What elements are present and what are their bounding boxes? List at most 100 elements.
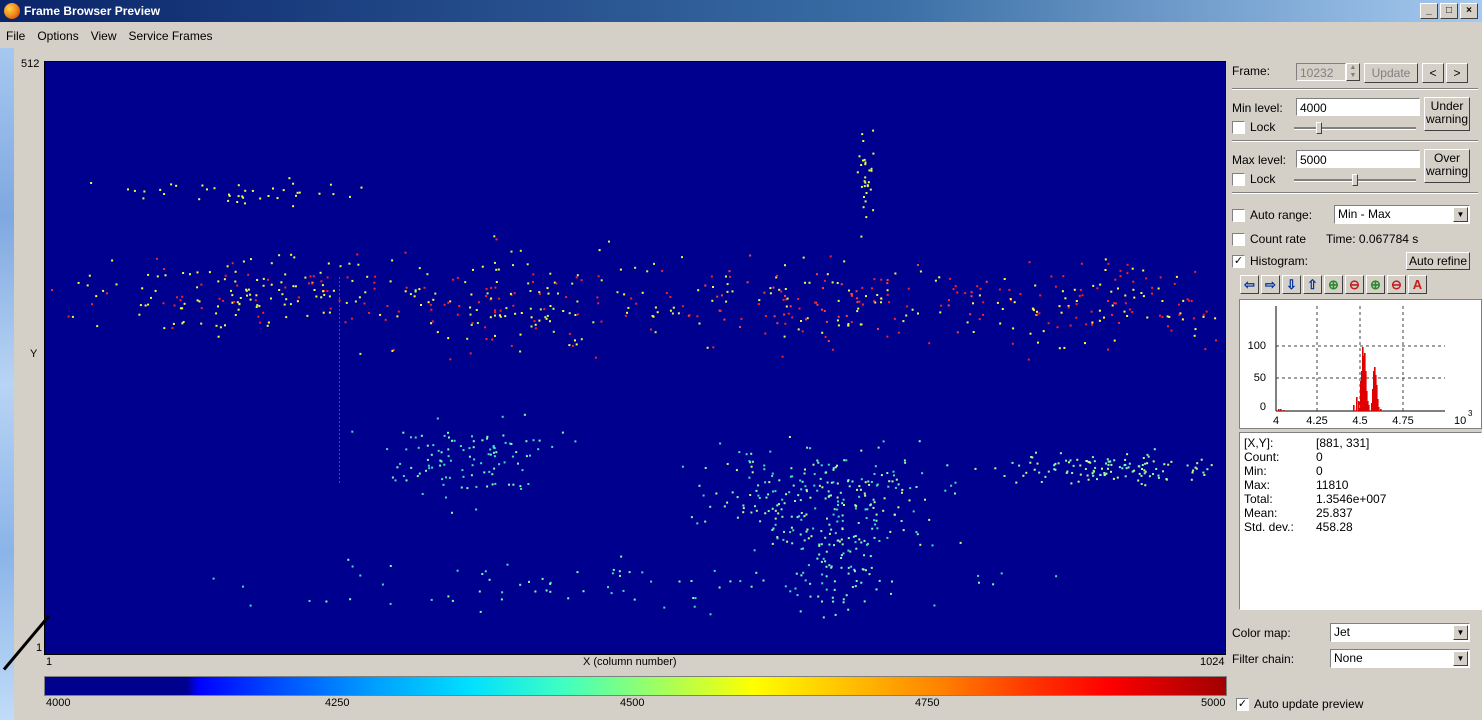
pan-right-icon[interactable]: ⇨ — [1261, 275, 1280, 294]
colorbar-tick: 4250 — [325, 697, 350, 709]
stats-box: [X,Y]: [881, 331] Count: 0 Min: 0 Max: 11810 Tot… — [1239, 432, 1482, 610]
stats-row: Mean: 25.837 — [1244, 506, 1477, 520]
under-warning-label: Under — [1430, 99, 1464, 113]
max-lock-checkbox[interactable] — [1232, 172, 1245, 186]
hist-x-tick: 4 — [1273, 415, 1279, 427]
frame-image[interactable] — [44, 61, 1226, 655]
stats-value: 1.3546e+007 — [1316, 492, 1387, 506]
stats-row: Max: 11810 — [1244, 478, 1477, 492]
auto-update-checkbox[interactable]: ✓ — [1236, 697, 1249, 711]
histogram-chart: 100 50 0 4 4.25 4.5 4.75 10 3 — [1248, 306, 1473, 427]
histogram-label: Histogram: — [1250, 254, 1309, 268]
stats-value: 458.28 — [1316, 520, 1353, 534]
colorbar-tick: 5000 — [1201, 697, 1226, 709]
over-warning-button[interactable]: Over warning — [1424, 149, 1470, 183]
dropdown-arrow-icon[interactable]: ▼ — [1453, 651, 1468, 666]
min-level-slider-thumb[interactable] — [1316, 122, 1322, 134]
y-axis-label: Y — [30, 348, 38, 360]
y-axis-bottom-tick: 1 — [36, 642, 43, 654]
menu-service-frames[interactable]: Service Frames — [128, 29, 213, 43]
stats-value: [881, 331] — [1316, 436, 1370, 450]
max-level-slider[interactable] — [1294, 174, 1416, 186]
color-map-value: Jet — [1334, 625, 1351, 639]
menu-view[interactable]: View — [90, 29, 117, 43]
x-axis-right-tick: 1024 — [1200, 656, 1225, 668]
max-level-slider-thumb[interactable] — [1352, 174, 1358, 186]
over-warning-label: Over — [1433, 151, 1460, 165]
zoom-in-vertical-icon[interactable]: ⊕ — [1366, 275, 1385, 294]
count-rate-checkbox[interactable] — [1232, 232, 1245, 246]
time-readout: Time: 0.067784 s — [1326, 232, 1419, 246]
histogram-toolbar: ⇦ ⇨ ⇩ ⇧ ⊕ ⊖ ⊕ ⊖ A — [1240, 275, 1427, 294]
hist-y-tick: 100 — [1248, 340, 1266, 352]
dropdown-arrow-icon[interactable]: ▼ — [1453, 207, 1468, 222]
pan-up-icon[interactable]: ⇧ — [1303, 275, 1322, 294]
y-axis-top-tick: 512 — [21, 58, 40, 70]
frame-spinner[interactable]: ▲ ▼ — [1346, 63, 1360, 81]
histogram-plot[interactable]: 100 50 0 4 4.25 4.5 4.75 10 3 — [1239, 299, 1482, 429]
colorbar-tick: 4750 — [915, 697, 940, 709]
update-button[interactable]: Update — [1364, 63, 1418, 83]
frame-pixels — [51, 129, 1217, 619]
stats-row: Min: 0 — [1244, 464, 1477, 478]
min-lock-checkbox[interactable] — [1232, 120, 1245, 134]
count-rate-label: Count rate — [1250, 232, 1307, 246]
auto-scale-icon[interactable]: A — [1408, 275, 1427, 294]
stats-value: 0 — [1316, 450, 1323, 464]
stats-key: Mean: — [1244, 506, 1278, 520]
zoom-in-icon[interactable]: ⊕ — [1324, 275, 1343, 294]
stats-row: Total: 1.3546e+007 — [1244, 492, 1477, 506]
under-warning-button[interactable]: Under warning — [1424, 97, 1470, 131]
min-level-input[interactable]: 4000 — [1296, 98, 1420, 116]
minimize-button[interactable]: _ — [1420, 3, 1438, 19]
menu-bar: File Options View Service Frames — [0, 24, 219, 48]
stats-key: Max: — [1244, 478, 1271, 492]
color-map-select[interactable]: Jet ▼ — [1330, 623, 1470, 642]
stats-key: Count: — [1244, 450, 1280, 464]
x-axis-label: X (column number) — [583, 656, 677, 668]
stats-key: Min: — [1244, 464, 1267, 478]
stats-key: Std. dev.: — [1244, 520, 1294, 534]
pan-down-icon[interactable]: ⇩ — [1282, 275, 1301, 294]
min-level-label: Min level: — [1232, 101, 1283, 115]
dropdown-arrow-icon[interactable]: ▼ — [1453, 625, 1468, 640]
hist-x-exponent-base: 10 — [1454, 415, 1466, 427]
close-button[interactable]: × — [1460, 3, 1478, 19]
max-level-input[interactable]: 5000 — [1296, 150, 1420, 168]
window-title: Frame Browser Preview — [24, 4, 161, 18]
frame-number-input[interactable]: 10232 — [1296, 63, 1346, 81]
hist-x-tick: 4.5 — [1352, 415, 1367, 427]
stats-row: Count: 0 — [1244, 450, 1477, 464]
stats-value: 25.837 — [1316, 506, 1353, 520]
next-frame-button[interactable]: > — [1446, 63, 1468, 83]
zoom-out-vertical-icon[interactable]: ⊖ — [1387, 275, 1406, 294]
filter-chain-label: Filter chain: — [1232, 652, 1295, 666]
frame-label: Frame: — [1232, 64, 1271, 78]
stats-value: 11810 — [1316, 478, 1349, 492]
auto-range-label: Auto range: — [1250, 208, 1313, 222]
filter-chain-select[interactable]: None ▼ — [1330, 649, 1470, 668]
stats-key: Total: — [1244, 492, 1273, 506]
min-level-slider[interactable] — [1294, 122, 1416, 134]
auto-range-select[interactable]: Min - Max ▼ — [1334, 205, 1470, 224]
hist-x-tick: 4.25 — [1306, 415, 1327, 427]
menu-options[interactable]: Options — [37, 29, 79, 43]
prev-frame-button[interactable]: < — [1422, 63, 1444, 83]
histogram-checkbox[interactable]: ✓ — [1232, 254, 1245, 268]
auto-range-checkbox[interactable] — [1232, 208, 1245, 222]
menu-file[interactable]: File — [6, 29, 26, 43]
colorbar-tick: 4500 — [620, 697, 645, 709]
control-panel: Frame: 10232 ▲ ▼ Update < > Min level: 40… — [1232, 58, 1482, 718]
pan-left-icon[interactable]: ⇦ — [1240, 275, 1259, 294]
app-icon — [4, 3, 20, 19]
filter-chain-value: None — [1334, 651, 1363, 665]
auto-refine-button[interactable]: Auto refine — [1406, 252, 1470, 270]
title-bar[interactable]: Frame Browser Preview _ □ × — [0, 0, 1482, 22]
zoom-out-icon[interactable]: ⊖ — [1345, 275, 1364, 294]
maximize-button[interactable]: □ — [1440, 3, 1458, 19]
over-warning-label: warning — [1425, 163, 1469, 178]
min-lock-label: Lock — [1250, 120, 1276, 134]
hist-y-tick: 50 — [1254, 372, 1266, 384]
hist-x-tick: 4.75 — [1392, 415, 1413, 427]
stats-row: [X,Y]: [881, 331] — [1244, 436, 1477, 450]
